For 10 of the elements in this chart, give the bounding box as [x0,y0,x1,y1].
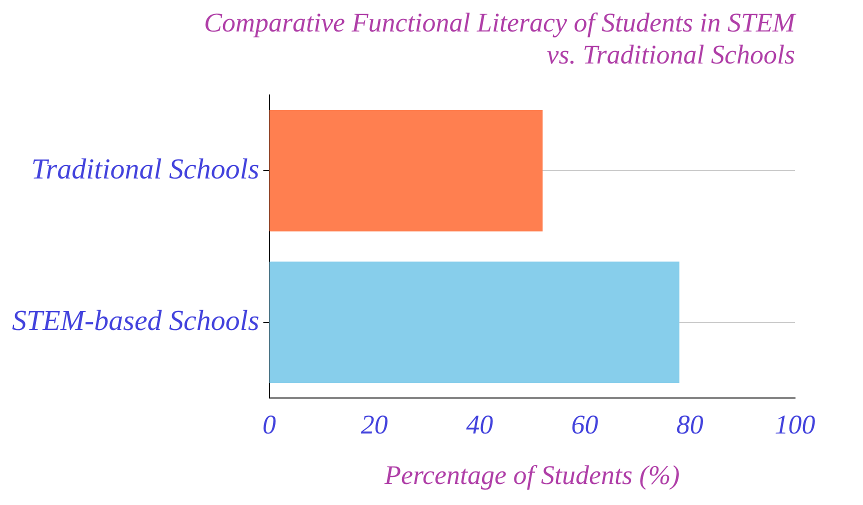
chart-title: Comparative Functional Literacy of Students in STEM vs. Traditional Schools [204,7,796,70]
y-tick-label: STEM-based Schools [12,304,260,337]
x-tick-label: 0 [262,409,277,440]
x-tick-label: 100 [774,409,816,440]
x-tick-label: 80 [676,409,704,440]
x-tick-label: 40 [466,409,494,440]
x-axis-title: Percentage of Students (%) [384,460,680,490]
x-tick-label: 20 [360,409,388,440]
y-tick-label: Traditional Schools [31,153,260,186]
x-tick-label: 60 [571,409,599,440]
